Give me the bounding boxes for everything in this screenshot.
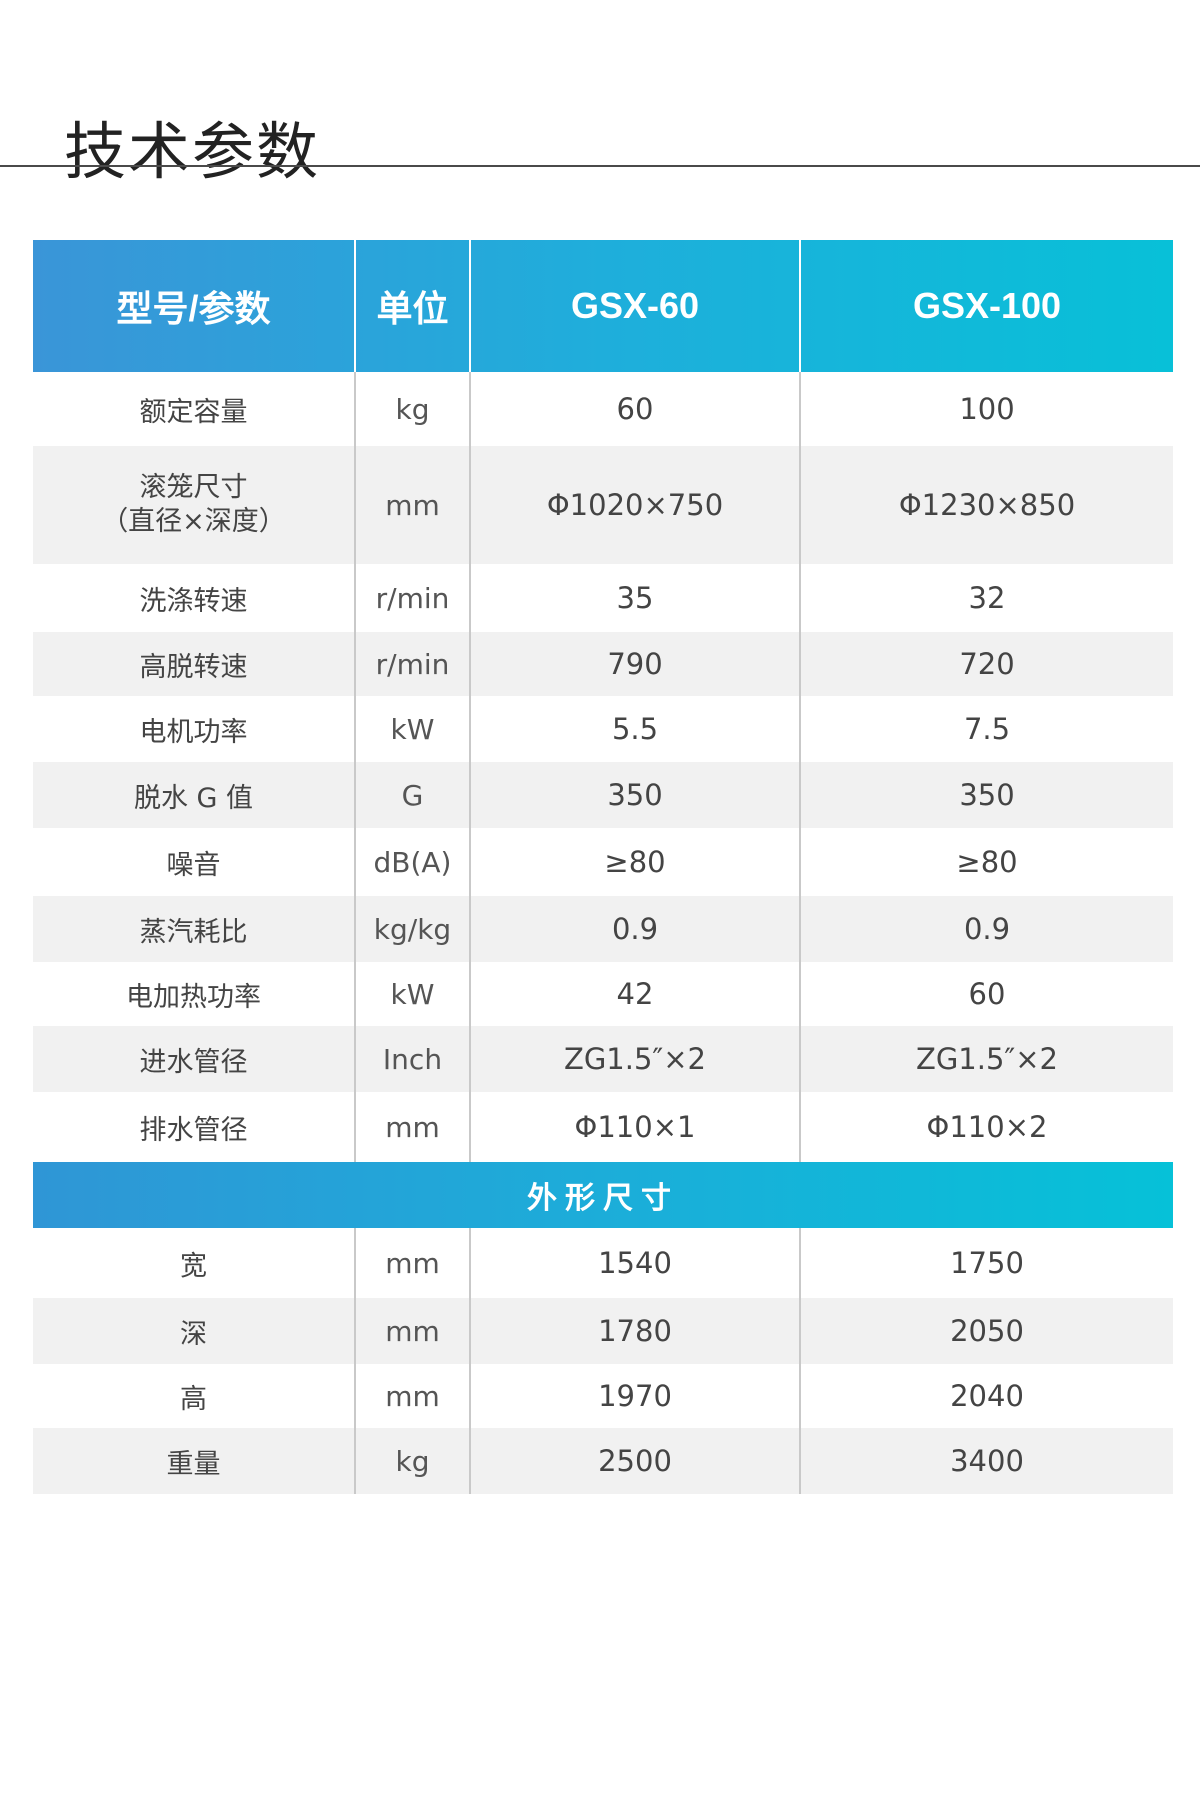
model-2-value: 32 (968, 581, 1006, 615)
unit-value: kW (355, 696, 471, 762)
table-row: 额定容量 kg 60 100 (33, 372, 1173, 446)
param-label: 高脱转速 (33, 632, 356, 696)
model-2-value: Φ110×2 (926, 1110, 1048, 1144)
model-1-value: 60 (470, 372, 801, 446)
unit-value: Inch (355, 1026, 471, 1092)
table-row: 深 mm 1780 2050 (33, 1298, 1173, 1364)
model-1-value: 2500 (470, 1428, 801, 1494)
param-label: 宽 (33, 1228, 356, 1298)
param-label: 进水管径 (33, 1026, 356, 1092)
title-divider (0, 165, 1200, 167)
model-2-value: 3400 (950, 1444, 1024, 1478)
model-1-value: 1780 (470, 1298, 801, 1364)
table-row: 排水管径 mm Φ110×1 Φ110×2 (33, 1092, 1173, 1162)
table-row: 宽 mm 1540 1750 (33, 1228, 1173, 1298)
unit-value: dB(A) (355, 828, 471, 896)
header-model-gsx-60: GSX-60 (470, 240, 801, 372)
model-1-value: 1540 (470, 1228, 801, 1298)
model-2-value: 720 (959, 647, 1015, 681)
unit-value: mm (355, 446, 471, 564)
param-label: 高 (33, 1364, 356, 1428)
param-label-sub: （直径×深度） (101, 506, 286, 537)
unit-value: kg (355, 372, 471, 446)
model-2-value: 0.9 (963, 912, 1011, 946)
model-2-value: 1750 (950, 1246, 1024, 1280)
table-row: 高 mm 1970 2040 (33, 1364, 1173, 1428)
param-label: 电机功率 (33, 696, 356, 762)
unit-value: mm (355, 1092, 471, 1162)
param-label: 噪音 (33, 828, 356, 896)
section-title: 外形尺寸 (527, 1181, 679, 1216)
table-row: 高脱转速 r/min 790 720 (33, 632, 1173, 696)
param-label: 蒸汽耗比 (33, 896, 356, 962)
table-row: 进水管径 Inch ZG1.5″×2 ZG1.5″×2 (33, 1026, 1173, 1092)
unit-value: mm (355, 1228, 471, 1298)
table-row: 洗涤转速 r/min 35 32 (33, 564, 1173, 632)
model-2-value: 60 (968, 977, 1006, 1011)
unit-value: kg (355, 1428, 471, 1494)
table-row: 滚笼尺寸 （直径×深度） mm Φ1020×750 Φ1230×850 (33, 446, 1173, 564)
param-label: 排水管径 (33, 1092, 356, 1162)
model-1-value: 0.9 (470, 896, 801, 962)
header-unit: 单位 (355, 240, 471, 372)
table-row: 重量 kg 2500 3400 (33, 1428, 1173, 1494)
model-2-value: Φ1230×850 (898, 488, 1076, 522)
param-label: 滚笼尺寸 (139, 472, 248, 503)
param-label: 深 (33, 1298, 356, 1364)
model-2-value: 2040 (950, 1379, 1024, 1413)
page-title: 技术参数 (64, 114, 321, 188)
table-row: 噪音 dB(A) ≥80 ≥80 (33, 828, 1173, 896)
unit-value: mm (355, 1298, 471, 1364)
table-row: 脱水 G 值 G 350 350 (33, 762, 1173, 828)
table-row: 电机功率 kW 5.5 7.5 (33, 696, 1173, 762)
model-1-value: ZG1.5″×2 (470, 1026, 801, 1092)
param-label: 洗涤转速 (33, 564, 356, 632)
section-header-row: 外形尺寸 (33, 1162, 1173, 1228)
header-param: 型号/参数 (33, 240, 356, 372)
table-row: 电加热功率 kW 42 60 (33, 962, 1173, 1026)
model-2-value: 7.5 (963, 712, 1011, 746)
model-1-value: ≥80 (470, 828, 801, 896)
unit-value: r/min (355, 564, 471, 632)
model-2-value: 100 (959, 392, 1015, 426)
model-1-value: 42 (470, 962, 801, 1026)
param-label: 电加热功率 (33, 962, 356, 1026)
param-label: 重量 (33, 1428, 356, 1494)
table-header-row: 型号/参数 单位 GSX-60 GSX-100 (33, 240, 1173, 372)
model-2-value: ≥80 (956, 845, 1018, 879)
header-model-gsx-100: GSX-100 (912, 285, 1062, 326)
model-1-value: 35 (470, 564, 801, 632)
model-1-value: 1970 (470, 1364, 801, 1428)
table-row: 蒸汽耗比 kg/kg 0.9 0.9 (33, 896, 1173, 962)
model-2-value: ZG1.5″×2 (915, 1042, 1059, 1076)
spec-table: 型号/参数 单位 GSX-60 GSX-100 额定容量 kg 60 100 滚… (33, 240, 1173, 1494)
model-1-value: Φ1020×750 (470, 446, 801, 564)
param-label-cell: 滚笼尺寸 （直径×深度） (33, 446, 356, 564)
model-1-value: 5.5 (470, 696, 801, 762)
model-1-value: 790 (470, 632, 801, 696)
unit-value: mm (355, 1364, 471, 1428)
model-2-value: 350 (959, 778, 1015, 812)
param-label: 额定容量 (33, 372, 356, 446)
model-1-value: 350 (470, 762, 801, 828)
unit-value: kg/kg (355, 896, 471, 962)
unit-value: kW (355, 962, 471, 1026)
model-1-value: Φ110×1 (470, 1092, 801, 1162)
unit-value: G (355, 762, 471, 828)
param-label: 脱水 G 值 (33, 762, 356, 828)
model-2-value: 2050 (950, 1314, 1024, 1348)
unit-value: r/min (355, 632, 471, 696)
